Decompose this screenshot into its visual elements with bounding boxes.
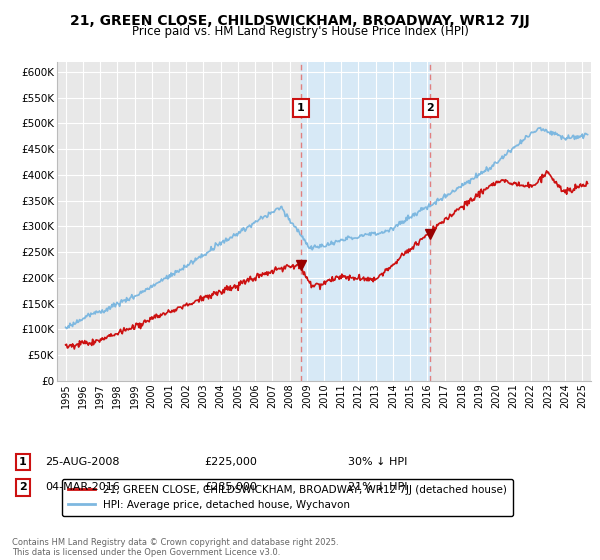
Text: Price paid vs. HM Land Registry's House Price Index (HPI): Price paid vs. HM Land Registry's House … bbox=[131, 25, 469, 38]
Text: 25-AUG-2008: 25-AUG-2008 bbox=[45, 457, 119, 467]
Text: £285,000: £285,000 bbox=[204, 482, 257, 492]
Text: 2: 2 bbox=[427, 103, 434, 113]
Text: Contains HM Land Registry data © Crown copyright and database right 2025.
This d: Contains HM Land Registry data © Crown c… bbox=[12, 538, 338, 557]
Text: 1: 1 bbox=[297, 103, 305, 113]
Text: 2: 2 bbox=[19, 482, 26, 492]
Text: 04-MAR-2016: 04-MAR-2016 bbox=[45, 482, 120, 492]
Text: 21% ↓ HPI: 21% ↓ HPI bbox=[348, 482, 407, 492]
Text: 21, GREEN CLOSE, CHILDSWICKHAM, BROADWAY, WR12 7JJ: 21, GREEN CLOSE, CHILDSWICKHAM, BROADWAY… bbox=[70, 14, 530, 28]
Text: £225,000: £225,000 bbox=[204, 457, 257, 467]
Text: 1: 1 bbox=[19, 457, 26, 467]
Text: 30% ↓ HPI: 30% ↓ HPI bbox=[348, 457, 407, 467]
Legend: 21, GREEN CLOSE, CHILDSWICKHAM, BROADWAY, WR12 7JJ (detached house), HPI: Averag: 21, GREEN CLOSE, CHILDSWICKHAM, BROADWAY… bbox=[62, 479, 513, 516]
